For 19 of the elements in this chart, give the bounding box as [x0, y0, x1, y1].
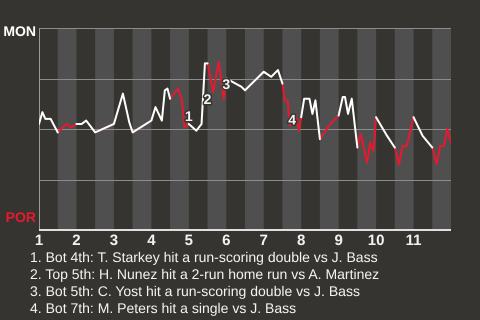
text: 3. Bot 5th: C. Yost hit a run-scoring double vs J. Bass — [30, 283, 361, 300]
annotation: 1 — [184, 108, 193, 124]
x-tick-label: 5 — [184, 232, 193, 250]
x-tick-label: 11 — [406, 232, 422, 250]
x-tick-label: 7 — [260, 232, 268, 250]
x-tick-label: 4 — [147, 232, 156, 250]
text: POR — [6, 208, 36, 225]
x-tick-label: 9 — [334, 232, 343, 250]
x-tick-label: 1 — [34, 232, 44, 250]
text: 1. Bot 4th: T. Starkey hit a run-scoring double vs J. Bass — [30, 249, 379, 266]
x-tick-label: 8 — [297, 232, 306, 250]
x-tick-label: 6 — [222, 232, 230, 250]
x-tick-label: 2 — [72, 232, 81, 250]
x-tick-label: 3 — [110, 232, 118, 250]
text: MON — [3, 22, 36, 39]
text: 4. Bot 7th: M. Peters hit a single vs J. Bass — [30, 300, 298, 317]
x-tick-label: 10 — [368, 232, 384, 250]
text: 2. Top 5th: H. Nunez hit a 2-run home run vs A. Martinez — [30, 266, 380, 283]
annotation: 2 — [204, 91, 212, 108]
